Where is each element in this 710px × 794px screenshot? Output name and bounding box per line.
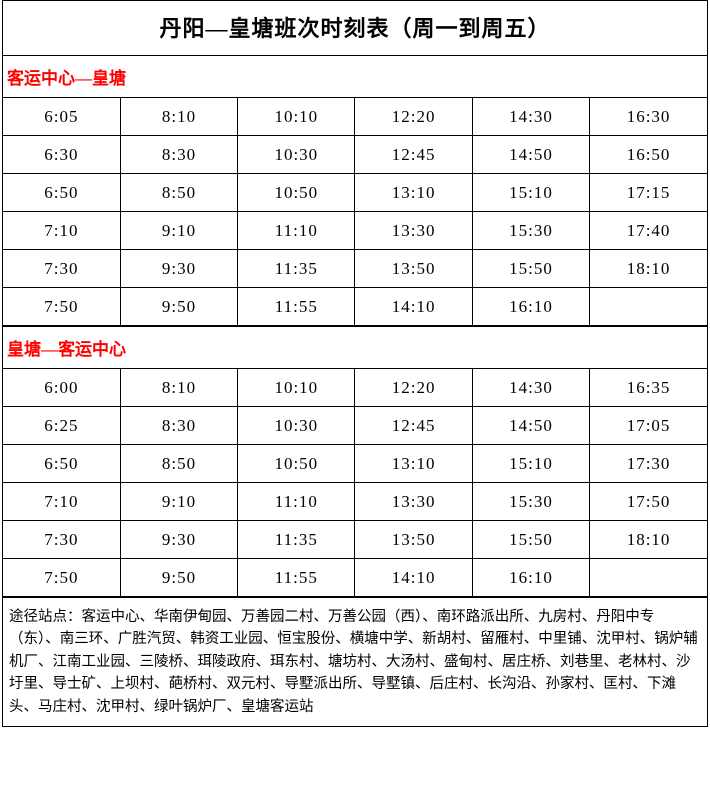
table-row: 7:309:3011:3513:5015:5018:10: [3, 250, 707, 288]
table-row: 6:508:5010:5013:1015:1017:30: [3, 445, 707, 483]
time-cell: 14:50: [472, 136, 589, 174]
time-cell: 10:30: [238, 136, 355, 174]
time-cell: 15:50: [472, 250, 589, 288]
time-cell: 7:10: [3, 483, 120, 521]
time-cell: 8:10: [120, 98, 237, 136]
time-cell: 18:10: [590, 250, 707, 288]
time-cell: 10:10: [238, 369, 355, 407]
time-cell: 13:30: [355, 212, 472, 250]
time-cell: 11:55: [238, 288, 355, 326]
time-cell: 13:50: [355, 250, 472, 288]
timetable-container: 丹阳—皇塘班次时刻表（周一到周五） 客运中心—皇塘 6:058:1010:101…: [2, 0, 708, 727]
time-cell: 6:25: [3, 407, 120, 445]
time-cell: 11:10: [238, 212, 355, 250]
time-cell: 9:50: [120, 559, 237, 597]
time-cell: 12:45: [355, 407, 472, 445]
table-row: 6:058:1010:1012:2014:3016:30: [3, 98, 707, 136]
time-cell: 13:50: [355, 521, 472, 559]
table-row: 6:508:5010:5013:1015:1017:15: [3, 174, 707, 212]
stations-text: 途径站点：客运中心、华南伊甸园、万善园二村、万善公园（西）、南环路派出所、九房村…: [3, 597, 707, 726]
time-cell: 10:50: [238, 445, 355, 483]
time-cell: 15:50: [472, 521, 589, 559]
table-row: 6:308:3010:3012:4514:5016:50: [3, 136, 707, 174]
time-cell: 15:10: [472, 174, 589, 212]
time-cell: 8:50: [120, 174, 237, 212]
table-row: 7:109:1011:1013:3015:3017:40: [3, 212, 707, 250]
time-cell: 6:50: [3, 445, 120, 483]
time-cell: 7:10: [3, 212, 120, 250]
section2-tbody: 6:008:1010:1012:2014:3016:356:258:3010:3…: [3, 369, 707, 597]
section2-table: 6:008:1010:1012:2014:3016:356:258:3010:3…: [3, 368, 707, 597]
time-cell: 14:50: [472, 407, 589, 445]
time-cell: [590, 288, 707, 326]
table-row: 7:509:5011:5514:1016:10: [3, 288, 707, 326]
time-cell: 11:10: [238, 483, 355, 521]
time-cell: 6:00: [3, 369, 120, 407]
time-cell: 14:30: [472, 98, 589, 136]
time-cell: 16:10: [472, 559, 589, 597]
time-cell: 17:15: [590, 174, 707, 212]
time-cell: 13:10: [355, 445, 472, 483]
time-cell: 8:10: [120, 369, 237, 407]
time-cell: 14:30: [472, 369, 589, 407]
time-cell: [590, 559, 707, 597]
time-cell: 9:10: [120, 483, 237, 521]
section1-table: 6:058:1010:1012:2014:3016:306:308:3010:3…: [3, 97, 707, 326]
time-cell: 11:35: [238, 250, 355, 288]
time-cell: 6:50: [3, 174, 120, 212]
page-title: 丹阳—皇塘班次时刻表（周一到周五）: [3, 1, 707, 55]
time-cell: 9:50: [120, 288, 237, 326]
table-row: 6:008:1010:1012:2014:3016:35: [3, 369, 707, 407]
time-cell: 18:10: [590, 521, 707, 559]
time-cell: 9:30: [120, 521, 237, 559]
time-cell: 17:05: [590, 407, 707, 445]
time-cell: 16:30: [590, 98, 707, 136]
time-cell: 17:30: [590, 445, 707, 483]
time-cell: 15:30: [472, 212, 589, 250]
time-cell: 7:30: [3, 250, 120, 288]
table-row: 7:109:1011:1013:3015:3017:50: [3, 483, 707, 521]
time-cell: 11:35: [238, 521, 355, 559]
time-cell: 13:10: [355, 174, 472, 212]
time-cell: 11:55: [238, 559, 355, 597]
time-cell: 6:30: [3, 136, 120, 174]
time-cell: 7:50: [3, 559, 120, 597]
time-cell: 15:30: [472, 483, 589, 521]
table-row: 6:258:3010:3012:4514:5017:05: [3, 407, 707, 445]
time-cell: 12:20: [355, 98, 472, 136]
time-cell: 9:10: [120, 212, 237, 250]
time-cell: 6:05: [3, 98, 120, 136]
time-cell: 17:40: [590, 212, 707, 250]
time-cell: 10:10: [238, 98, 355, 136]
section1-header: 客运中心—皇塘: [3, 55, 707, 97]
section2-header: 皇塘—客运中心: [3, 326, 707, 368]
time-cell: 12:20: [355, 369, 472, 407]
time-cell: 8:30: [120, 136, 237, 174]
time-cell: 12:45: [355, 136, 472, 174]
time-cell: 14:10: [355, 288, 472, 326]
time-cell: 14:10: [355, 559, 472, 597]
time-cell: 17:50: [590, 483, 707, 521]
table-row: 7:509:5011:5514:1016:10: [3, 559, 707, 597]
time-cell: 13:30: [355, 483, 472, 521]
time-cell: 9:30: [120, 250, 237, 288]
time-cell: 16:35: [590, 369, 707, 407]
time-cell: 10:50: [238, 174, 355, 212]
section1-tbody: 6:058:1010:1012:2014:3016:306:308:3010:3…: [3, 98, 707, 326]
time-cell: 15:10: [472, 445, 589, 483]
time-cell: 16:50: [590, 136, 707, 174]
time-cell: 8:50: [120, 445, 237, 483]
time-cell: 8:30: [120, 407, 237, 445]
table-row: 7:309:3011:3513:5015:5018:10: [3, 521, 707, 559]
time-cell: 10:30: [238, 407, 355, 445]
time-cell: 7:30: [3, 521, 120, 559]
time-cell: 7:50: [3, 288, 120, 326]
time-cell: 16:10: [472, 288, 589, 326]
